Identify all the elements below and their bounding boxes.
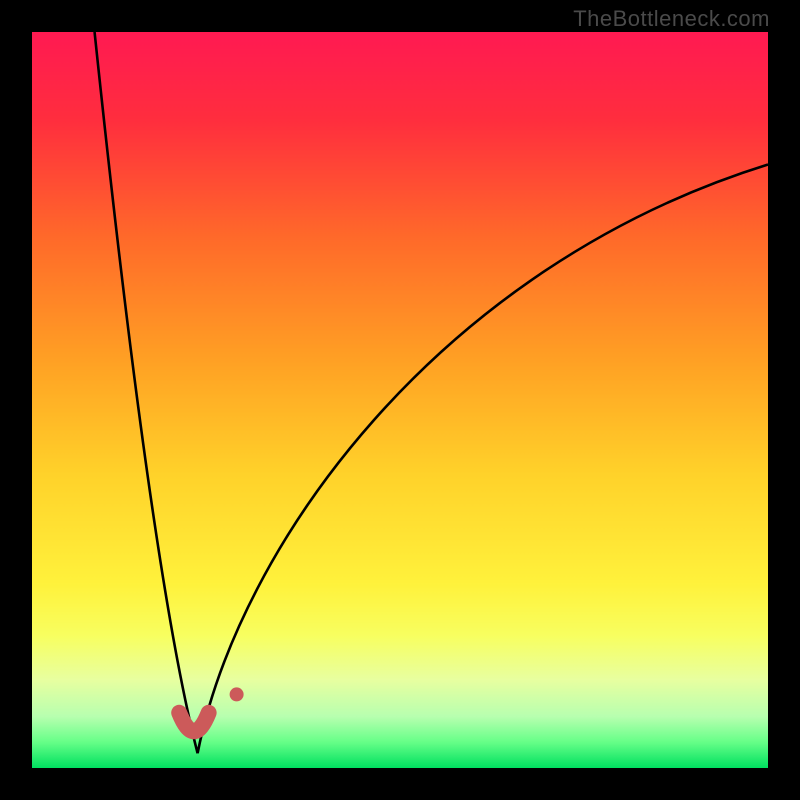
bottleneck-curve [32,32,768,768]
stage: TheBottleneck.com [0,0,800,800]
plot-frame [32,32,768,768]
curve-right-branch [198,164,768,753]
valley-u-mark [179,713,208,731]
watermark-text: TheBottleneck.com [573,6,770,32]
curve-left-branch [95,32,198,753]
valley-dot-0 [230,687,244,701]
